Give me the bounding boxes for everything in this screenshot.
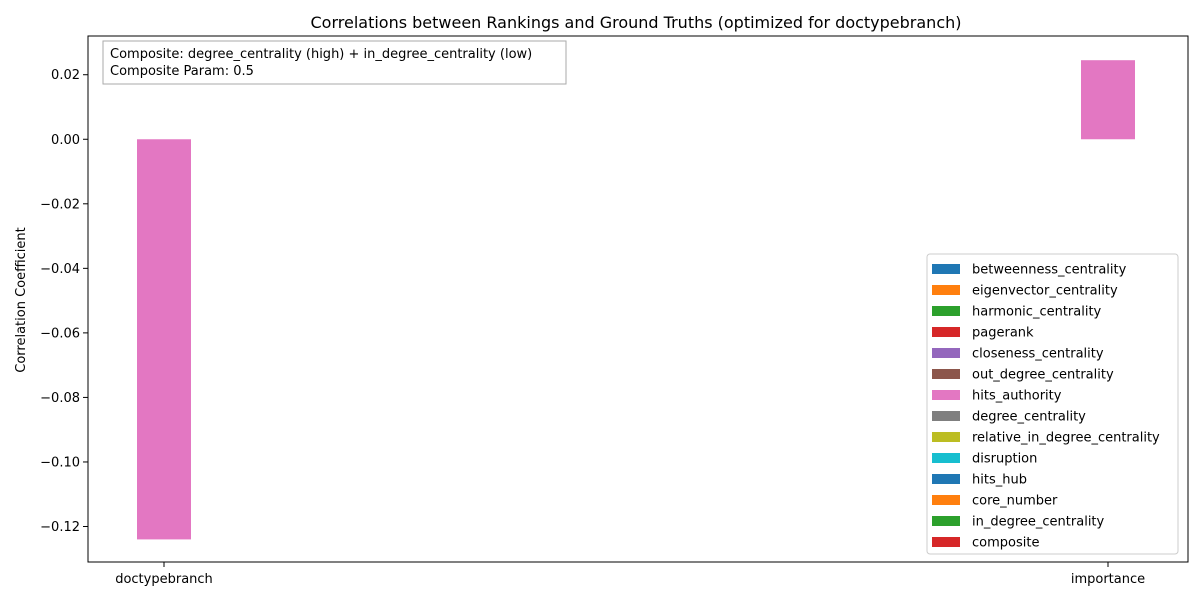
legend-label: hits_hub bbox=[972, 473, 1027, 488]
y-tick-label: −0.04 bbox=[40, 262, 80, 277]
legend-swatch bbox=[932, 285, 960, 295]
bar-hits_authority-doctypebranch bbox=[137, 139, 191, 540]
legend-swatch bbox=[932, 369, 960, 379]
chart-title: Correlations between Rankings and Ground… bbox=[310, 13, 961, 32]
legend-label: degree_centrality bbox=[972, 410, 1086, 425]
y-tick-label: −0.12 bbox=[40, 520, 80, 535]
legend-label: closeness_centrality bbox=[972, 347, 1104, 362]
legend-label: disruption bbox=[972, 452, 1037, 467]
bar-hits_authority-importance bbox=[1081, 60, 1135, 140]
legend-swatch bbox=[932, 327, 960, 337]
x-tick-label: doctypebranch bbox=[115, 572, 213, 587]
legend-swatch bbox=[932, 474, 960, 484]
y-tick-label: −0.10 bbox=[40, 455, 80, 470]
annotation-box: Composite: degree_centrality (high) + in… bbox=[102, 40, 567, 85]
legend-label: betweenness_centrality bbox=[972, 263, 1127, 278]
legend-swatch bbox=[932, 348, 960, 358]
legend-swatch bbox=[932, 495, 960, 505]
legend-swatch bbox=[932, 411, 960, 421]
legend-label: relative_in_degree_centrality bbox=[972, 431, 1160, 446]
legend-label: composite bbox=[972, 536, 1039, 551]
legend-swatch bbox=[932, 264, 960, 274]
legend-label: hits_authority bbox=[972, 389, 1062, 404]
legend-frame bbox=[926, 253, 1179, 555]
legend-label: in_degree_centrality bbox=[972, 515, 1105, 530]
y-axis: −0.12 −0.10 −0.08 −0.06 −0.04 −0.02 0.00 0.02 bbox=[40, 68, 88, 535]
y-tick-label: 0.02 bbox=[51, 68, 80, 83]
y-tick-label: 0.00 bbox=[51, 133, 80, 148]
legend-label: harmonic_centrality bbox=[972, 305, 1102, 320]
annotation-line: Composite Param: 0.5 bbox=[110, 64, 254, 79]
legend-label: pagerank bbox=[972, 326, 1034, 341]
legend-swatch bbox=[932, 453, 960, 463]
y-tick-label: −0.06 bbox=[40, 326, 80, 341]
annotation-line: Composite: degree_centrality (high) + in… bbox=[110, 47, 532, 62]
y-axis-label: Correlation Coefficient bbox=[14, 227, 29, 373]
legend-swatch bbox=[932, 516, 960, 526]
y-tick-label: −0.08 bbox=[40, 391, 80, 406]
y-tick-label: −0.02 bbox=[40, 197, 80, 212]
legend-label: core_number bbox=[972, 494, 1058, 509]
legend-swatch bbox=[932, 432, 960, 442]
x-axis: doctypebranch importance bbox=[115, 562, 1145, 587]
legend-swatch bbox=[932, 537, 960, 547]
annotation-frame bbox=[102, 40, 567, 85]
legend: betweenness_centrality eigenvector_centra… bbox=[926, 253, 1179, 555]
plot-area bbox=[87, 35, 1189, 563]
legend-swatch bbox=[932, 306, 960, 316]
legend-swatch bbox=[932, 390, 960, 400]
x-tick-label: importance bbox=[1071, 572, 1145, 587]
legend-label: eigenvector_centrality bbox=[972, 284, 1118, 299]
legend-label: out_degree_centrality bbox=[972, 368, 1114, 383]
plot-frame bbox=[87, 35, 1189, 563]
